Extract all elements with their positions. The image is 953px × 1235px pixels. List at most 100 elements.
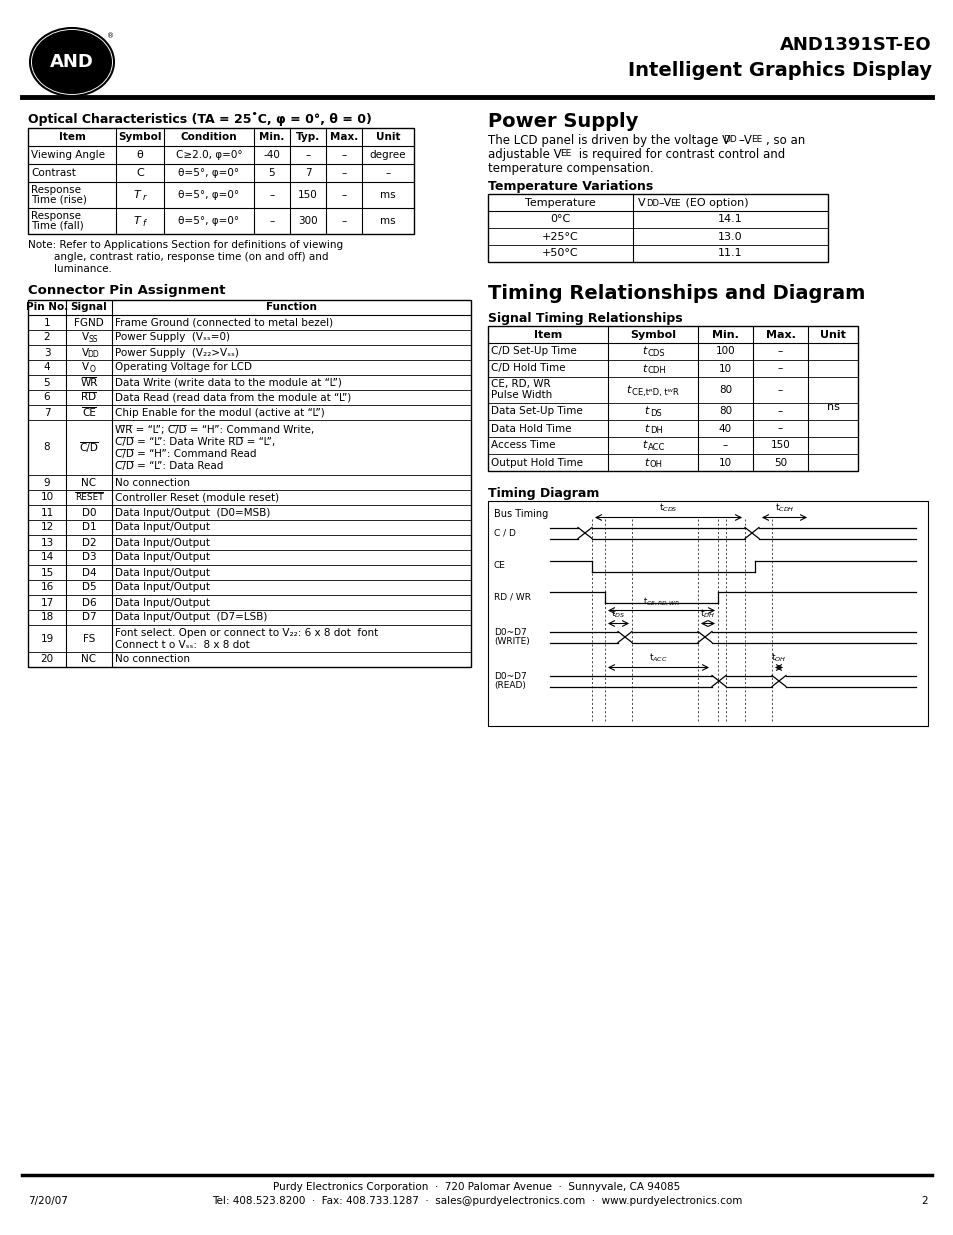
- Text: ms: ms: [380, 216, 395, 226]
- Text: 10: 10: [719, 363, 731, 373]
- Text: Data Input/Output: Data Input/Output: [115, 522, 210, 532]
- Text: –: –: [269, 190, 274, 200]
- Text: Data Set-Up Time: Data Set-Up Time: [491, 406, 582, 416]
- Text: D0~D7: D0~D7: [494, 629, 526, 637]
- Text: Item: Item: [534, 330, 561, 340]
- Text: Power Supply  (V₂₂>Vₛₛ): Power Supply (V₂₂>Vₛₛ): [115, 347, 238, 357]
- Text: 5: 5: [44, 378, 51, 388]
- Text: 20: 20: [40, 655, 53, 664]
- Text: t: t: [642, 441, 646, 451]
- Text: –V: –V: [658, 198, 671, 207]
- Text: –: –: [777, 424, 782, 433]
- Text: 19: 19: [40, 634, 53, 643]
- Bar: [488, 194, 827, 262]
- Text: O: O: [90, 366, 96, 374]
- Text: Output Hold Time: Output Hold Time: [491, 457, 582, 468]
- Text: r: r: [142, 193, 146, 201]
- Text: DH: DH: [649, 426, 662, 435]
- Text: Condition: Condition: [180, 132, 237, 142]
- Text: Chip Enable for the modul (active at “L”): Chip Enable for the modul (active at “L”…: [115, 408, 324, 417]
- Bar: [28, 128, 414, 233]
- Text: 17: 17: [40, 598, 53, 608]
- Text: t$_{OH}$: t$_{OH}$: [771, 652, 786, 664]
- Text: 3: 3: [44, 347, 51, 357]
- Text: ns: ns: [825, 403, 839, 412]
- Text: t$_{CDH}$: t$_{CDH}$: [774, 501, 794, 515]
- Text: θ=5°, φ=0°: θ=5°, φ=0°: [178, 190, 239, 200]
- Text: NC: NC: [81, 478, 96, 488]
- Text: AND: AND: [50, 53, 93, 70]
- Text: Temperature Variations: Temperature Variations: [488, 180, 653, 193]
- Text: Symbol: Symbol: [629, 330, 676, 340]
- Text: 5: 5: [269, 168, 275, 178]
- Text: 6: 6: [44, 393, 51, 403]
- Text: C̅/̅D̅ = “L”: Data Read: C̅/̅D̅ = “L”: Data Read: [115, 461, 223, 471]
- Text: –: –: [341, 216, 346, 226]
- Text: 9: 9: [44, 478, 51, 488]
- Text: t$_{DH}$: t$_{DH}$: [700, 608, 715, 620]
- Text: Pulse Width: Pulse Width: [491, 390, 552, 400]
- Ellipse shape: [33, 31, 111, 93]
- Text: V: V: [81, 332, 89, 342]
- Text: t$_{CE,RD,WR}$: t$_{CE,RD,WR}$: [642, 595, 679, 608]
- Text: t: t: [644, 424, 648, 433]
- Text: C/D Hold Time: C/D Hold Time: [491, 363, 565, 373]
- Text: 7: 7: [44, 408, 51, 417]
- Text: Access Time: Access Time: [491, 441, 555, 451]
- Bar: [28, 300, 471, 667]
- Text: Tel: 408.523.8200  ·  Fax: 408.733.1287  ·  sales@purdyelectronics.com  ·  www.p: Tel: 408.523.8200 · Fax: 408.733.1287 · …: [212, 1195, 741, 1207]
- Text: adjustable V: adjustable V: [488, 148, 561, 161]
- Text: CDH: CDH: [647, 366, 666, 375]
- Text: 4: 4: [44, 363, 51, 373]
- Text: Data Input/Output  (D7=LSB): Data Input/Output (D7=LSB): [115, 613, 267, 622]
- Text: –: –: [341, 149, 346, 161]
- Text: Connect t o Vₛₛ:  8 x 8 dot: Connect t o Vₛₛ: 8 x 8 dot: [115, 640, 250, 650]
- Text: Min.: Min.: [711, 330, 739, 340]
- Text: 40: 40: [719, 424, 731, 433]
- Text: C̅/̅D̅ = “H”: Command Read: C̅/̅D̅ = “H”: Command Read: [115, 448, 256, 458]
- Text: luminance.: luminance.: [28, 264, 112, 274]
- Text: 100: 100: [715, 347, 735, 357]
- Text: Power Supply  (Vₛₛ=0): Power Supply (Vₛₛ=0): [115, 332, 230, 342]
- Text: CDS: CDS: [647, 350, 665, 358]
- Text: θ=5°, φ=0°: θ=5°, φ=0°: [178, 168, 239, 178]
- Text: Viewing Angle: Viewing Angle: [30, 149, 105, 161]
- Text: angle, contrast ratio, response time (on and off) and: angle, contrast ratio, response time (on…: [28, 252, 328, 262]
- Text: No connection: No connection: [115, 478, 190, 488]
- Text: EE: EE: [750, 135, 761, 144]
- Text: The LCD panel is driven by the voltage V: The LCD panel is driven by the voltage V: [488, 135, 729, 147]
- Text: CE: CE: [494, 562, 505, 571]
- Text: D5: D5: [82, 583, 96, 593]
- Text: 2: 2: [44, 332, 51, 342]
- Text: ACC: ACC: [647, 443, 664, 452]
- Text: -40: -40: [263, 149, 280, 161]
- Text: Unit: Unit: [375, 132, 400, 142]
- Text: 14: 14: [40, 552, 53, 562]
- Text: D0~D7: D0~D7: [494, 672, 526, 680]
- Text: 11: 11: [40, 508, 53, 517]
- Text: –: –: [341, 190, 346, 200]
- Text: DD: DD: [722, 135, 736, 144]
- Text: –V: –V: [738, 135, 751, 147]
- Text: Time (rise): Time (rise): [30, 195, 87, 205]
- Text: –: –: [269, 216, 274, 226]
- Text: 13.0: 13.0: [718, 231, 742, 242]
- Text: 80: 80: [719, 385, 731, 395]
- Text: (READ): (READ): [494, 680, 525, 690]
- Text: Data Input/Output: Data Input/Output: [115, 568, 210, 578]
- Text: C: C: [136, 168, 144, 178]
- Text: WR: WR: [80, 378, 97, 388]
- Text: (EO option): (EO option): [681, 198, 748, 207]
- Text: Contrast: Contrast: [30, 168, 76, 178]
- Text: 16: 16: [40, 583, 53, 593]
- Text: V: V: [81, 347, 89, 357]
- Text: –: –: [777, 363, 782, 373]
- Text: Controller Reset (module reset): Controller Reset (module reset): [115, 493, 279, 503]
- Bar: [488, 326, 857, 471]
- Text: –: –: [777, 347, 782, 357]
- Text: Note: Refer to Applications Section for definitions of viewing: Note: Refer to Applications Section for …: [28, 240, 343, 249]
- Text: Purdy Electronics Corporation  ·  720 Palomar Avenue  ·  Sunnyvale, CA 94085: Purdy Electronics Corporation · 720 Palo…: [274, 1182, 679, 1192]
- Text: –: –: [385, 168, 390, 178]
- Text: D1: D1: [82, 522, 96, 532]
- Text: OH: OH: [649, 459, 662, 469]
